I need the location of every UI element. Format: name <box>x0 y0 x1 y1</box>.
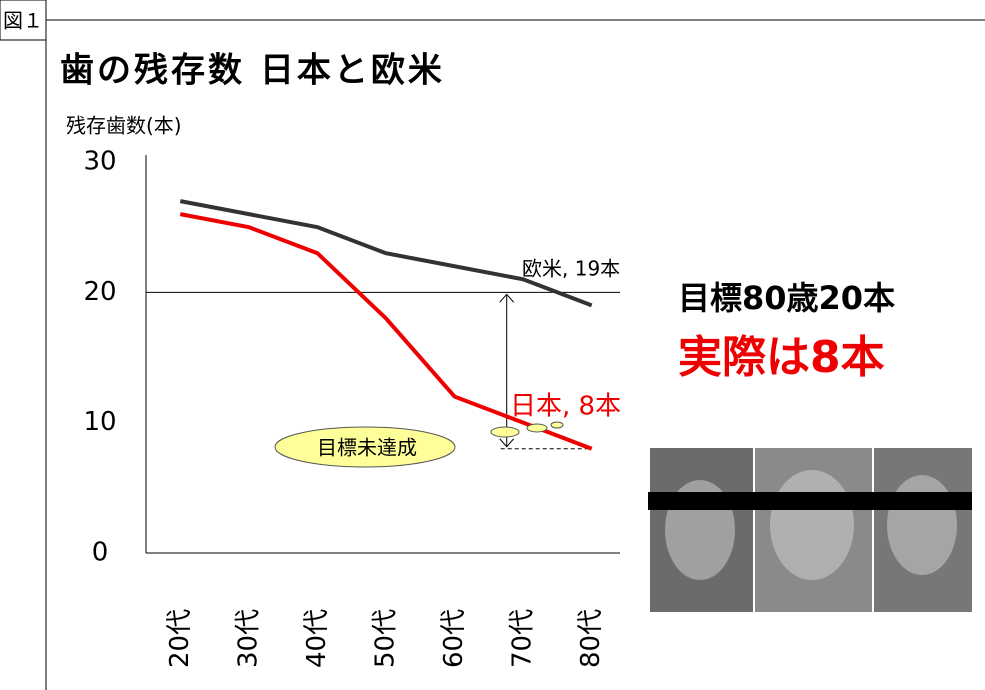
x-tick-label: 70代 <box>508 609 538 668</box>
y-tick-label: 20 <box>83 277 116 307</box>
x-tick-label: 80代 <box>576 609 606 668</box>
cloud-bubble <box>551 422 563 428</box>
x-tick-label: 60代 <box>439 609 469 668</box>
y-axis-label: 残存歯数(本) <box>66 114 182 138</box>
x-tick-label: 30代 <box>233 609 263 668</box>
photo <box>648 448 972 612</box>
chart-title: 歯の残存数 日本と欧米 <box>60 51 445 91</box>
cloud-bubble <box>527 424 547 432</box>
cloud-text: 目標未達成 <box>317 436 417 460</box>
end-label: 欧米, 19本 <box>522 257 620 281</box>
y-tick-label: 10 <box>83 407 116 437</box>
x-tick-label: 40代 <box>302 609 332 668</box>
y-tick-label: 0 <box>92 538 109 568</box>
end-label: 日本, 8本 <box>510 392 621 422</box>
figure-label: 図１ <box>3 9 43 33</box>
x-tick-label: 50代 <box>371 609 401 668</box>
page: 図１ 歯の残存数 日本と欧米 残存歯数(本) 目標80歳20本 実際は8本 0 1… <box>0 0 985 690</box>
x-tick-label: 20代 <box>165 609 195 668</box>
cloud-bubble <box>491 427 519 437</box>
series-line <box>180 201 591 305</box>
actual-text: 実際は8本 <box>678 332 885 383</box>
y-tick-label: 30 <box>83 147 116 177</box>
goal-text: 目標80歳20本 <box>678 279 895 317</box>
